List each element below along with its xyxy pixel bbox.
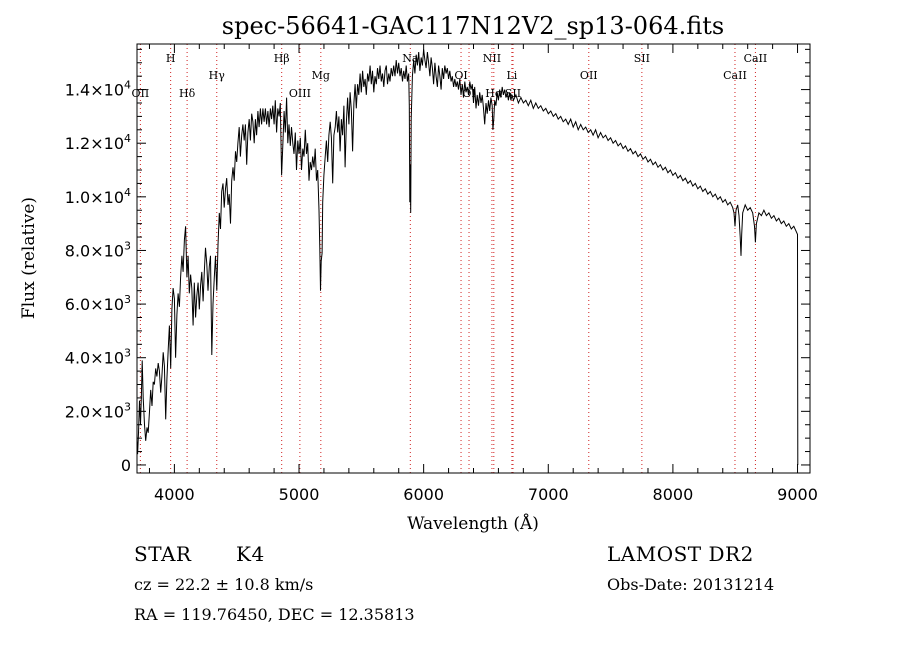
line-label: Na — [402, 52, 419, 65]
y-tick-exponent: 4 — [124, 186, 131, 199]
y-tick-label: 1.2×104 — [65, 132, 131, 153]
y-tick-mantissa: 6.0×10 — [65, 295, 124, 314]
plot-frame — [136, 43, 811, 474]
y-tick-label: 1.0×104 — [65, 186, 131, 207]
line-label: NII — [483, 52, 501, 65]
y-tick-exponent: 4 — [124, 132, 131, 145]
y-tick-label: 0 — [121, 456, 131, 475]
line-label: OIII — [289, 87, 311, 100]
line-label: H — [166, 52, 176, 65]
y-tick-label: 8.0×103 — [65, 239, 131, 260]
object-subclass: K4 — [236, 542, 265, 566]
y-tick-label: 1.4×104 — [65, 79, 131, 100]
x-axis: 4000 5000 6000 7000 8000 9000 — [148, 44, 818, 504]
survey-name: LAMOST DR2 — [607, 542, 754, 566]
line-label: Li — [506, 69, 517, 82]
x-tick-label: 4000 — [154, 485, 195, 504]
line-label: Hγ — [209, 69, 226, 82]
y-tick-mantissa: 4.0×10 — [65, 349, 124, 368]
x-tick-label: 9000 — [777, 485, 818, 504]
x-tick-label: 8000 — [653, 485, 694, 504]
y-axis-label: Flux (relative) — [19, 197, 39, 319]
line-label: Hβ — [274, 52, 290, 65]
y-axis: 02.0×1034.0×1036.0×1038.0×1031.0×1041.2×… — [65, 48, 810, 475]
x-tick-label: 5000 — [279, 485, 320, 504]
x-axis-label: Wavelength (Å) — [407, 513, 539, 534]
y-tick-mantissa: 1.2×10 — [65, 134, 124, 153]
spectrum-line — [136, 49, 799, 466]
line-label: Hδ — [179, 87, 196, 100]
y-tick-mantissa: 1.0×10 — [65, 188, 124, 207]
line-label: OII — [580, 69, 598, 82]
y-tick-label: 4.0×103 — [65, 347, 131, 368]
y-tick-exponent: 3 — [124, 293, 131, 306]
y-tick-exponent: 3 — [124, 347, 131, 360]
chart-title: spec-56641-GAC117N12V2_sp13-064.fits — [222, 12, 724, 40]
y-tick-mantissa: 0 — [121, 456, 131, 475]
y-tick-exponent: 3 — [124, 400, 131, 413]
redshift-info: cz = 22.2 ± 10.8 km/s — [134, 575, 314, 594]
coordinates: RA = 119.76450, DEC = 12.35813 — [134, 605, 415, 624]
y-tick-mantissa: 8.0×10 — [65, 241, 124, 260]
observation-date: Obs-Date: 20131214 — [607, 575, 775, 594]
line-label: CaII — [744, 52, 768, 65]
object-class: STAR — [134, 542, 192, 566]
line-label: CaII — [723, 69, 747, 82]
x-tick-label: 6000 — [403, 485, 444, 504]
y-tick-label: 6.0×103 — [65, 293, 131, 314]
spectrum-series — [136, 49, 799, 466]
line-label: OI — [454, 69, 467, 82]
line-label: Mg — [312, 69, 330, 82]
x-tick-label: 7000 — [528, 485, 569, 504]
y-tick-label: 2.0×103 — [65, 400, 131, 421]
y-tick-mantissa: 1.4×10 — [65, 81, 124, 100]
y-tick-exponent: 3 — [124, 239, 131, 252]
y-tick-mantissa: 2.0×10 — [65, 402, 124, 421]
line-label: OII — [132, 87, 150, 100]
y-tick-exponent: 4 — [124, 79, 131, 92]
line-label: SII — [634, 52, 650, 65]
